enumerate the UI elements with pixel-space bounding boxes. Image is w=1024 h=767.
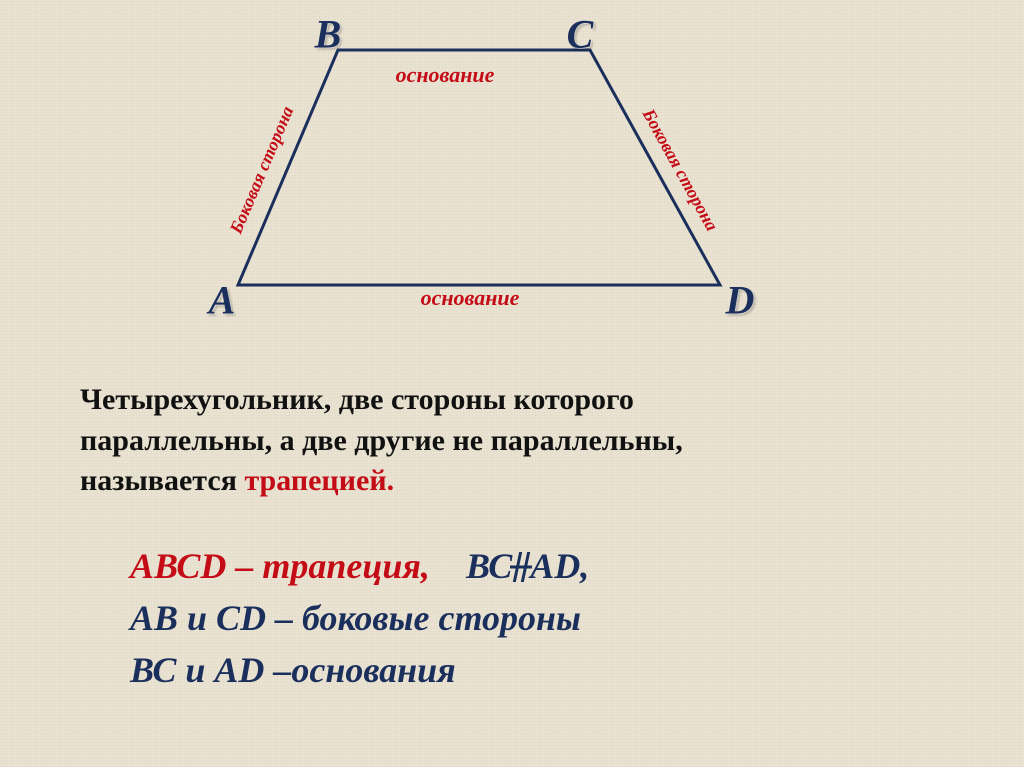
definition-line1: Четырехугольник, две стороны которого — [80, 383, 634, 416]
base-label-top: основание — [396, 62, 495, 88]
definition-text: Четырехугольник, две стороны которого па… — [80, 380, 683, 502]
definition-line3-prefix: называется — [80, 464, 244, 497]
vertex-label-c: С — [567, 11, 594, 58]
base-label-bottom: основание — [421, 285, 520, 311]
formula-line3: ВС и АD –основания — [130, 650, 456, 690]
formula-line1-bc: ВС — [466, 546, 512, 586]
vertex-label-a: А — [209, 277, 236, 324]
definition-highlight: трапецией. — [244, 464, 394, 497]
definition-line2: параллельны, а две другие не параллельны… — [80, 424, 683, 457]
formula-line1-red: АВСD – трапеция, — [130, 546, 430, 586]
vertex-label-b: В — [315, 11, 342, 58]
slide-stage: А В С D основание основание Боковая стор… — [0, 0, 1024, 767]
parallel-strike-icon — [512, 552, 530, 582]
vertex-label-d: D — [726, 277, 755, 324]
formula-line1-ad: АD, — [530, 546, 589, 586]
formula-line2: АВ и СD – боковые стороны — [130, 598, 581, 638]
formula-block: АВСD – трапеция, ВС АD, АВ и СD – боковые… — [130, 540, 589, 697]
